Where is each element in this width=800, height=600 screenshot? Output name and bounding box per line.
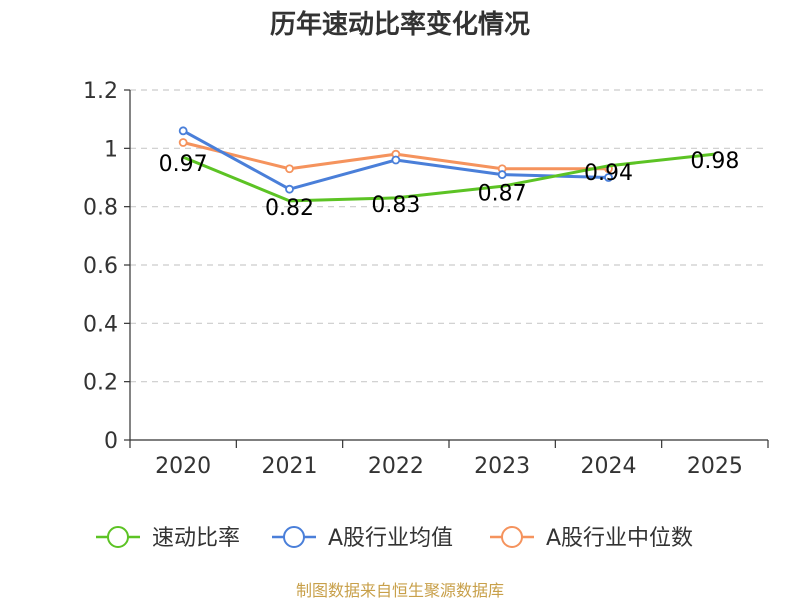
series-line-0 <box>182 152 715 203</box>
y-tick-label-5: 1 <box>104 137 118 162</box>
axes: 0 0.2 0.4 0.6 0.8 1 1.2 2020 2021 2022 2023 2024 202… <box>83 79 769 479</box>
x-tick-label-3: 2023 <box>474 454 530 479</box>
legend-marker-2 <box>501 526 523 548</box>
source-note: 制图数据来自恒生聚源数据库 <box>296 581 504 600</box>
x-tick-label-1: 2021 <box>262 454 318 479</box>
x-tick-label-5: 2025 <box>687 454 743 479</box>
y-tick-label-6: 1.2 <box>83 79 118 104</box>
x-tick-label-4: 2024 <box>581 454 637 479</box>
legend-label-1: A股行业均值 <box>328 526 453 551</box>
series-point-2-1 <box>285 164 294 174</box>
data-label-0-5: 0.98 <box>690 149 739 174</box>
series-point-1-4 <box>604 173 613 182</box>
y-tick-label-4: 0.8 <box>83 196 118 221</box>
data-label-0-4: 0.94 <box>584 161 633 186</box>
series-point-1-1 <box>285 184 294 194</box>
x-tick-label-2: 2022 <box>368 454 424 479</box>
legend-marker-1 <box>283 526 305 548</box>
data-label-0-3: 0.87 <box>478 181 527 206</box>
series-layer <box>178 126 715 203</box>
series-point-2-0 <box>178 138 188 147</box>
y-tick-label-3: 0.6 <box>83 254 118 279</box>
data-label-0-1: 0.82 <box>265 196 314 221</box>
data-label-layer: 0.97 0.82 0.83 0.87 0.94 0.98 <box>159 149 740 221</box>
legend-label-0: 速动比率 <box>152 526 240 551</box>
y-tick-label-2: 0.4 <box>83 312 118 337</box>
legend-label-2: A股行业中位数 <box>546 526 693 551</box>
grid <box>130 89 768 383</box>
y-tick-label-0: 0 <box>104 429 118 454</box>
y-tick-label-1: 0.2 <box>83 371 118 396</box>
data-label-0-0: 0.97 <box>159 152 208 177</box>
series-point-1-3 <box>497 170 507 179</box>
series-point-1-2 <box>391 155 401 165</box>
chart-title: 历年速动比率变化情况 <box>270 9 530 40</box>
legend-marker-0 <box>107 526 129 548</box>
legend: 速动比率 A股行业均值 A股行业中位数 <box>96 526 693 551</box>
x-tick-label-0: 2020 <box>155 454 211 479</box>
series-point-1-0 <box>178 126 188 136</box>
data-label-0-2: 0.83 <box>371 193 420 218</box>
